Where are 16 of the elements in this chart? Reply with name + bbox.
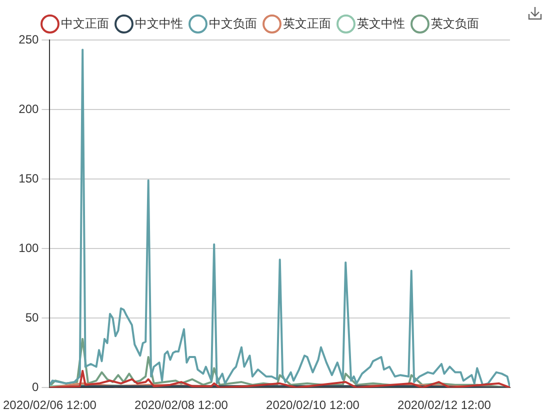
legend-label: 英文正面 — [283, 16, 331, 30]
y-tick-label: 0 — [32, 380, 40, 394]
x-tick-label: 2020/02/08 12:00 — [134, 398, 228, 412]
legend-label: 英文中性 — [357, 16, 405, 30]
legend-label: 英文负面 — [431, 16, 479, 30]
legend-label: 中文负面 — [209, 16, 257, 30]
y-tick-label: 100 — [18, 240, 40, 255]
x-tick-label: 2020/02/06 12:00 — [3, 398, 97, 412]
legend-label: 中文正面 — [61, 16, 109, 30]
y-tick-label: 50 — [25, 310, 40, 324]
x-tick-label: 2020/02/10 12:00 — [266, 398, 360, 412]
legend-label: 中文中性 — [135, 16, 183, 30]
y-tick-label: 250 — [18, 32, 40, 46]
x-tick-label: 2020/02/12 12:00 — [398, 398, 492, 412]
y-tick-label: 150 — [18, 171, 40, 186]
y-tick-label: 200 — [18, 102, 40, 116]
